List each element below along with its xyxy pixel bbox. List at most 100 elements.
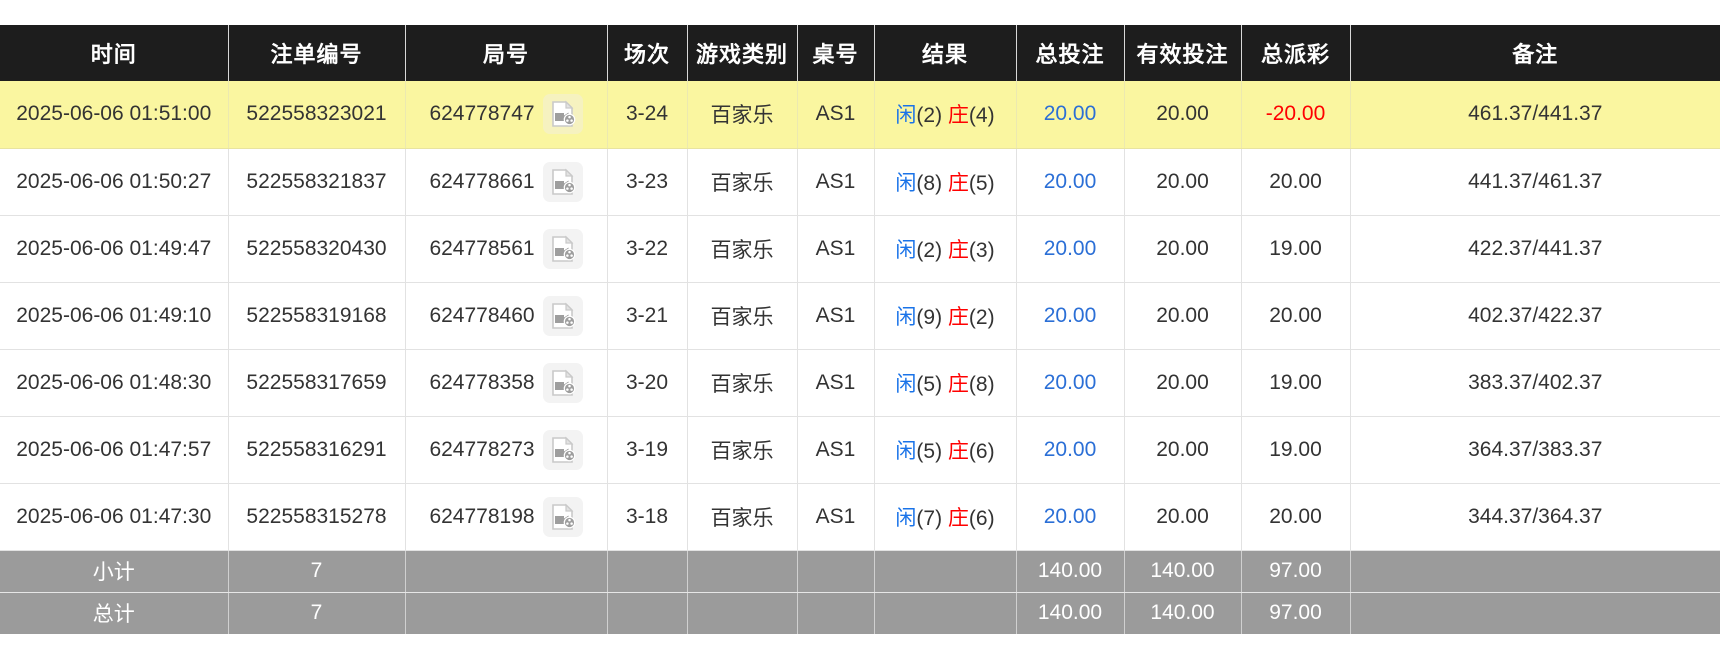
- column-header-round[interactable]: 局号: [405, 25, 608, 81]
- result-player-label: 闲: [895, 171, 917, 195]
- table-row[interactable]: 2025-06-06 01:47:30 522558315278 624778198…: [0, 483, 1720, 551]
- cell-remark: 383.37/402.37: [1350, 349, 1720, 417]
- result-player-value: (2): [916, 238, 948, 262]
- column-header-order[interactable]: 注单编号: [228, 25, 406, 81]
- result-player-label: 闲: [895, 372, 917, 396]
- cell-total-bet[interactable]: 20.00: [1016, 215, 1125, 283]
- summary-valid-bet: 140.00: [1124, 550, 1242, 593]
- video-document-icon[interactable]: [542, 295, 583, 336]
- summary-result: [874, 592, 1017, 634]
- result-banker-value: (6): [968, 439, 995, 463]
- cell-remark: 461.37/441.37: [1350, 81, 1720, 149]
- table-row[interactable]: 2025-06-06 01:50:27 522558321837 624778661…: [0, 148, 1720, 216]
- table-row[interactable]: 2025-06-06 01:49:10 522558319168 624778460…: [0, 282, 1720, 350]
- cell-total-bet[interactable]: 20.00: [1016, 148, 1125, 216]
- column-header-game[interactable]: 游戏类别: [687, 25, 798, 81]
- result-banker-value: (8): [968, 372, 995, 396]
- cell-total-payout: 20.00: [1241, 483, 1351, 551]
- total-bet-link[interactable]: 20.00: [1043, 303, 1097, 327]
- cell-result: 闲(8) 庄(5): [874, 148, 1017, 216]
- cell-valid-bet: 20.00: [1124, 349, 1242, 417]
- result-player-value: (2): [916, 104, 948, 128]
- cell-round-number: 624778273: [405, 416, 608, 484]
- cell-total-payout: 20.00: [1241, 282, 1351, 350]
- cell-order-number: 522558315278: [228, 483, 406, 551]
- result-player-value: (8): [916, 171, 948, 195]
- result-banker-label: 庄: [947, 372, 969, 396]
- cell-round-number: 624778661: [405, 148, 608, 216]
- cell-shift: 3-21: [607, 282, 688, 350]
- cell-game-type: 百家乐: [687, 215, 798, 283]
- table-row[interactable]: 2025-06-06 01:51:00 522558323021 624778747…: [0, 81, 1720, 149]
- cell-time: 2025-06-06 01:48:30: [0, 349, 229, 417]
- column-header-result[interactable]: 结果: [874, 25, 1017, 81]
- video-document-icon[interactable]: [542, 362, 583, 403]
- cell-time: 2025-06-06 01:47:30: [0, 483, 229, 551]
- total-bet-link[interactable]: 20.00: [1043, 102, 1097, 126]
- result-banker-value: (5): [968, 171, 995, 195]
- column-header-shift[interactable]: 场次: [607, 25, 688, 81]
- cell-order-number: 522558320430: [228, 215, 406, 283]
- column-header-bet[interactable]: 总投注: [1016, 25, 1125, 81]
- cell-shift: 3-18: [607, 483, 688, 551]
- column-header-time[interactable]: 时间: [0, 25, 229, 81]
- total-bet-link[interactable]: 20.00: [1043, 169, 1097, 193]
- total-bet-link[interactable]: 20.00: [1043, 236, 1097, 260]
- total-bet-link[interactable]: 20.00: [1043, 437, 1097, 461]
- summary-total-bet: 140.00: [1016, 550, 1125, 593]
- cell-round-number: 624778198: [405, 483, 608, 551]
- result-player-value: (5): [916, 439, 948, 463]
- result-banker-value: (3): [968, 238, 995, 262]
- column-header-payout[interactable]: 总派彩: [1241, 25, 1351, 81]
- total-bet-link[interactable]: 20.00: [1043, 370, 1097, 394]
- result-banker-label: 庄: [947, 238, 969, 262]
- summary-table: [797, 550, 875, 593]
- video-document-icon[interactable]: [542, 228, 583, 269]
- summary-count: 7: [228, 592, 406, 634]
- cell-result: 闲(7) 庄(6): [874, 483, 1017, 551]
- cell-game-type: 百家乐: [687, 148, 798, 216]
- result-banker-label: 庄: [947, 171, 969, 195]
- video-document-icon[interactable]: [542, 94, 583, 135]
- table-row[interactable]: 2025-06-06 01:49:47 522558320430 624778561…: [0, 215, 1720, 283]
- table-row[interactable]: 2025-06-06 01:48:30 522558317659 624778358…: [0, 349, 1720, 417]
- round-number-text: 624778561: [429, 236, 535, 260]
- total-bet-link[interactable]: 20.00: [1043, 504, 1097, 528]
- cell-round-number: 624778358: [405, 349, 608, 417]
- cell-table-number: AS1: [797, 148, 875, 216]
- summary-shift: [607, 592, 688, 634]
- cell-table-number: AS1: [797, 349, 875, 417]
- result-banker-label: 庄: [947, 104, 969, 128]
- summary-game: [687, 592, 798, 634]
- cell-game-type: 百家乐: [687, 483, 798, 551]
- cell-total-bet[interactable]: 20.00: [1016, 282, 1125, 350]
- summary-round: [405, 592, 608, 634]
- column-header-remark[interactable]: 备注: [1350, 25, 1720, 81]
- cell-time: 2025-06-06 01:51:00: [0, 81, 229, 149]
- header-row: 时间 注单编号 局号 场次 游戏类别 桌号 结果 总投注 有效投注 总派彩 备注: [0, 25, 1720, 81]
- table-row[interactable]: 2025-06-06 01:47:57 522558316291 624778273…: [0, 416, 1720, 484]
- bet-history-panel: 时间 注单编号 局号 场次 游戏类别 桌号 结果 总投注 有效投注 总派彩 备注…: [0, 25, 1720, 634]
- summary-label: 小计: [0, 550, 229, 593]
- summary-count: 7: [228, 550, 406, 593]
- cell-total-bet[interactable]: 20.00: [1016, 81, 1125, 149]
- cell-time: 2025-06-06 01:49:10: [0, 282, 229, 350]
- summary-table: [797, 592, 875, 634]
- cell-total-bet[interactable]: 20.00: [1016, 416, 1125, 484]
- cell-result: 闲(5) 庄(6): [874, 416, 1017, 484]
- summary-result: [874, 550, 1017, 593]
- cell-total-payout: 20.00: [1241, 148, 1351, 216]
- summary-total-payout: 97.00: [1241, 550, 1351, 593]
- column-header-valid[interactable]: 有效投注: [1124, 25, 1242, 81]
- cell-total-bet[interactable]: 20.00: [1016, 349, 1125, 417]
- column-header-table[interactable]: 桌号: [797, 25, 875, 81]
- cell-valid-bet: 20.00: [1124, 215, 1242, 283]
- bet-history-table: 时间 注单编号 局号 场次 游戏类别 桌号 结果 总投注 有效投注 总派彩 备注…: [0, 25, 1720, 634]
- video-document-icon[interactable]: [542, 429, 583, 470]
- cell-remark: 364.37/383.37: [1350, 416, 1720, 484]
- cell-remark: 441.37/461.37: [1350, 148, 1720, 216]
- cell-total-bet[interactable]: 20.00: [1016, 483, 1125, 551]
- video-document-icon[interactable]: [542, 496, 583, 537]
- video-document-icon[interactable]: [542, 161, 583, 202]
- cell-shift: 3-22: [607, 215, 688, 283]
